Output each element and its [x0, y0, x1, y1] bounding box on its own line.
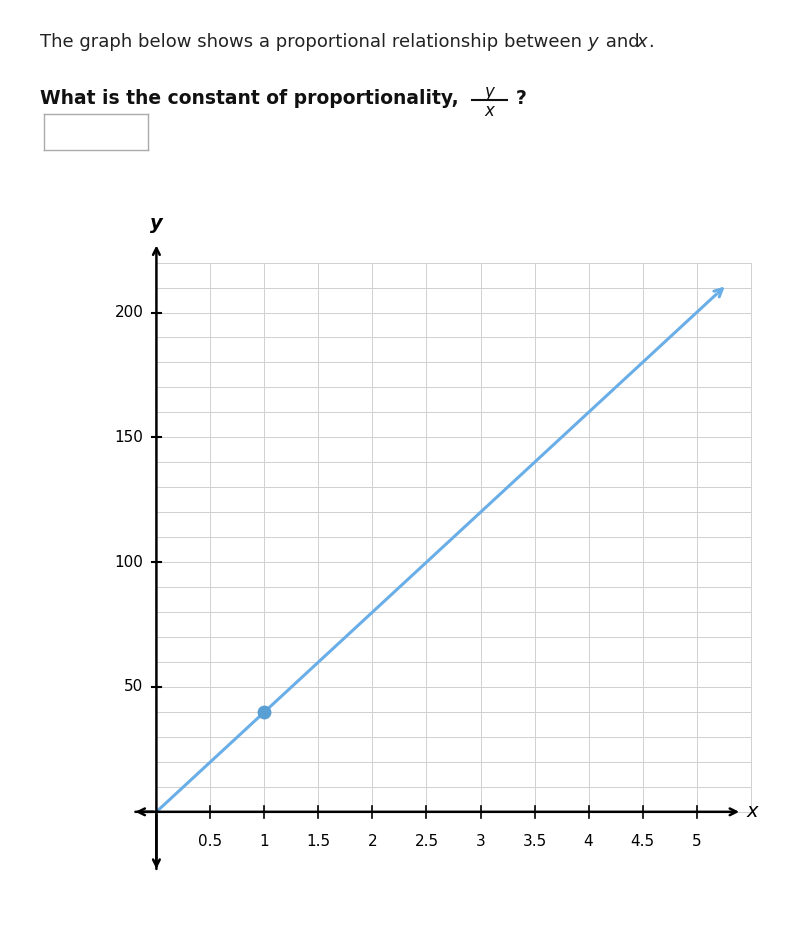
Text: 100: 100	[114, 554, 143, 569]
Text: 200: 200	[114, 305, 143, 320]
Text: ?: ?	[516, 89, 527, 108]
Text: 50: 50	[124, 679, 143, 694]
Text: x: x	[746, 802, 758, 822]
Text: 5: 5	[692, 834, 702, 849]
Text: y: y	[485, 83, 494, 100]
Text: 3.5: 3.5	[522, 834, 546, 849]
Text: 150: 150	[114, 430, 143, 445]
Text: 4.5: 4.5	[630, 834, 654, 849]
Text: What is the constant of proportionality,: What is the constant of proportionality,	[40, 89, 465, 108]
Text: y: y	[150, 214, 162, 233]
Text: .: .	[648, 33, 654, 51]
Text: The graph below shows a proportional relationship between: The graph below shows a proportional rel…	[40, 33, 588, 51]
Text: 3: 3	[476, 834, 486, 849]
Text: x: x	[485, 102, 494, 120]
Text: 2: 2	[368, 834, 378, 849]
Text: 2.5: 2.5	[414, 834, 438, 849]
Text: 4: 4	[584, 834, 594, 849]
Text: y: y	[587, 33, 598, 51]
Text: 1: 1	[260, 834, 270, 849]
Text: 1.5: 1.5	[306, 834, 330, 849]
Text: and: and	[600, 33, 646, 51]
Text: x: x	[637, 33, 647, 51]
Text: 0.5: 0.5	[198, 834, 222, 849]
